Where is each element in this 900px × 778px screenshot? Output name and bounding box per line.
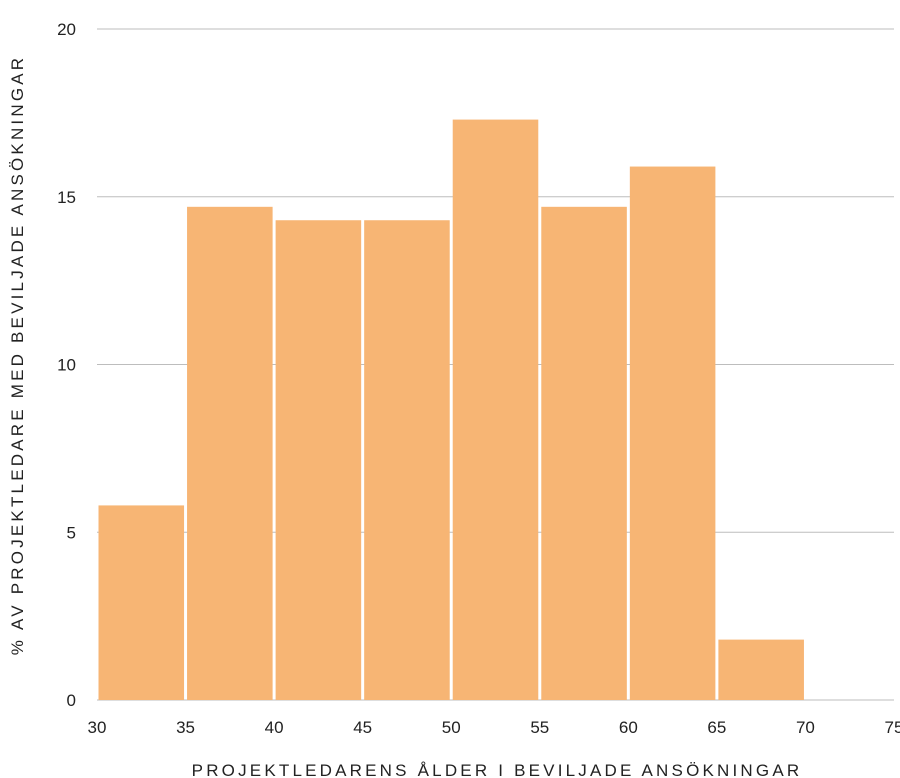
- histogram-bar: [541, 206, 627, 700]
- histogram-bar: [452, 119, 539, 700]
- y-tick-label: 10: [57, 356, 76, 375]
- bars: [98, 119, 804, 701]
- y-tick-label: 0: [67, 691, 76, 710]
- x-tick-label: 65: [707, 718, 726, 737]
- x-tick-label: 55: [530, 718, 549, 737]
- histogram-bar: [187, 206, 273, 700]
- x-tick-label: 75: [885, 718, 900, 737]
- x-tick-labels: 30 35 40 45 50 55 60 65 70 75: [88, 718, 900, 737]
- histogram-bar: [718, 639, 804, 700]
- y-tick-label: 5: [67, 523, 76, 542]
- y-tick-label: 20: [57, 20, 76, 39]
- x-tick-label: 35: [176, 718, 195, 737]
- x-tick-label: 30: [88, 718, 107, 737]
- x-tick-label: 60: [619, 718, 638, 737]
- histogram-bar: [275, 220, 362, 701]
- x-tick-label: 70: [796, 718, 815, 737]
- x-tick-label: 45: [353, 718, 372, 737]
- x-tick-label: 50: [442, 718, 461, 737]
- x-axis-title: PROJEKTLEDARENS ÅLDER I BEVILJADE ANSÖKN…: [192, 761, 803, 778]
- histogram-bar: [629, 166, 716, 700]
- y-tick-label: 15: [57, 188, 76, 207]
- y-tick-labels: 0 5 10 15 20: [57, 20, 76, 710]
- histogram-bar: [364, 220, 450, 701]
- x-tick-label: 40: [265, 718, 284, 737]
- y-axis-title: % AV PROJEKTLEDARE MED BEVILJADE ANSÖKNI…: [8, 55, 27, 656]
- histogram-bar: [98, 505, 185, 700]
